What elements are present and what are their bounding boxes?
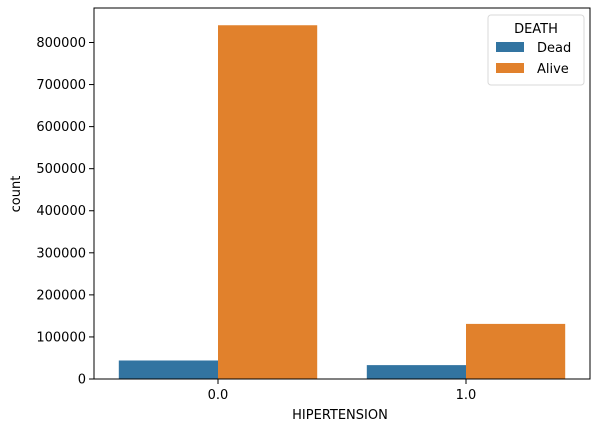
- y-tick-label: 600000: [36, 120, 86, 135]
- x-tick-label: 1.0: [456, 388, 477, 403]
- x-axis-label: HIPERTENSION: [292, 408, 388, 423]
- y-tick-label: 400000: [36, 204, 86, 219]
- x-tick-label: 0.0: [208, 388, 229, 403]
- bar-dead-1-0: [366, 365, 466, 379]
- bars-layer: [118, 25, 566, 379]
- y-axis: 0 100000 200000 300000 400000 500000 600000 700…: [36, 36, 94, 388]
- y-tick-label: 300000: [36, 246, 86, 261]
- y-axis-label: count: [9, 176, 24, 213]
- legend: DEATH Dead Alive: [487, 14, 585, 86]
- y-tick-label: 500000: [36, 162, 86, 177]
- plot-frame: [93, 7, 591, 380]
- bar-dead-0-0: [118, 360, 218, 379]
- y-tick-label: 800000: [36, 36, 86, 51]
- legend-label-dead: Dead: [537, 41, 571, 56]
- legend-swatch-dead: [496, 42, 524, 52]
- legend-swatch-alive: [496, 63, 524, 73]
- x-axis: 0.0 1.0: [208, 379, 477, 403]
- y-tick-label: 200000: [36, 288, 86, 303]
- legend-label-alive: Alive: [537, 62, 569, 77]
- bar-alive-0-0: [218, 25, 318, 379]
- legend-title: DEATH: [514, 22, 558, 37]
- y-tick-label: 700000: [36, 78, 86, 93]
- y-tick-label: 100000: [36, 330, 86, 345]
- bar-alive-1-0: [466, 323, 566, 379]
- y-tick-label: 0: [78, 373, 86, 388]
